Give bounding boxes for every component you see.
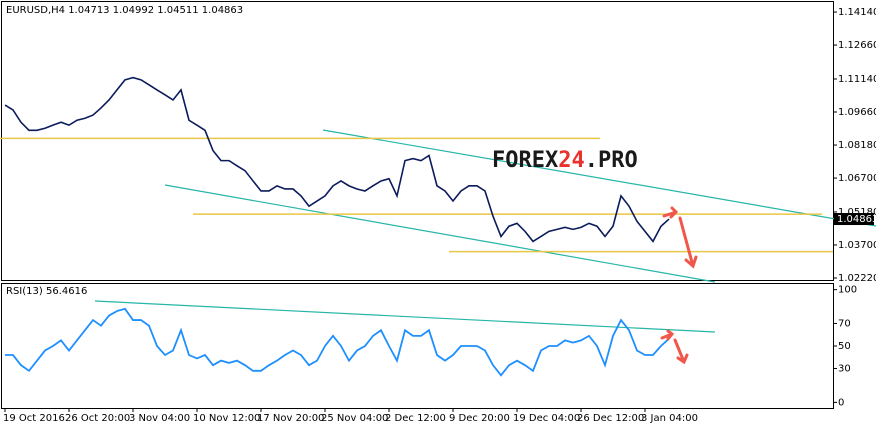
y-tick-label: 1.14140	[838, 7, 876, 18]
y-tick-label: 1.09660	[838, 107, 876, 118]
x-tick-label: 26 Dec 12:00	[577, 413, 644, 424]
watermark-part: FOREX	[492, 148, 558, 173]
arrow	[673, 338, 689, 365]
y-tick-label: 1.02220	[838, 273, 876, 284]
arrow	[662, 206, 679, 219]
rsi-title: RSI(13) 56.4616	[6, 286, 87, 297]
y-tick-label: 1.05180	[838, 207, 876, 218]
x-tick-label: 19 Oct 2016	[3, 413, 65, 424]
y-tick-label: 50	[838, 341, 851, 352]
watermark-part: .PRO	[585, 148, 638, 173]
price-panel	[1, 1, 834, 281]
watermark-part: 24	[558, 148, 585, 173]
arrow	[660, 329, 675, 341]
x-tick-label: 17 Nov 20:00	[257, 413, 324, 424]
series-line	[5, 307, 670, 377]
y-tick-label: 1.08180	[838, 140, 876, 151]
price-title: EURUSD,H4 1.04713 1.04992 1.04511 1.0486…	[6, 5, 243, 16]
x-tick-label: 2 Dec 12:00	[385, 413, 446, 424]
y-tick-label: 0	[838, 397, 844, 408]
last-price-label: 1.04863	[837, 214, 876, 225]
trend-line	[164, 184, 716, 283]
x-tick-label: 25 Nov 04:00	[321, 413, 388, 424]
x-tick-label: 10 Nov 12:00	[193, 413, 260, 424]
rsi-trend-line	[94, 300, 716, 333]
y-tick-label: 100	[838, 285, 857, 296]
watermark: FOREX24.PRO	[492, 148, 638, 173]
x-tick-label: 19 Dec 04:00	[513, 413, 580, 424]
y-tick-label: 1.12660	[838, 40, 876, 51]
x-tick-label: 26 Oct 20:00	[65, 413, 130, 424]
y-tick-label: 1.06700	[838, 173, 876, 184]
series-line	[4, 76, 670, 243]
y-tick-label: 70	[838, 318, 851, 329]
x-tick-label: 9 Dec 20:00	[449, 413, 510, 424]
last-price-box	[834, 213, 874, 226]
y-tick-label: 30	[838, 364, 851, 375]
y-tick-label: 1.03700	[838, 240, 876, 251]
y-tick-label: 1.11140	[838, 74, 876, 85]
x-tick-label: 3 Jan 04:00	[641, 413, 698, 424]
x-tick-label: 3 Nov 04:00	[129, 413, 190, 424]
forecast-arrows	[660, 206, 698, 365]
arrow	[678, 216, 698, 269]
trend-line	[322, 129, 876, 227]
